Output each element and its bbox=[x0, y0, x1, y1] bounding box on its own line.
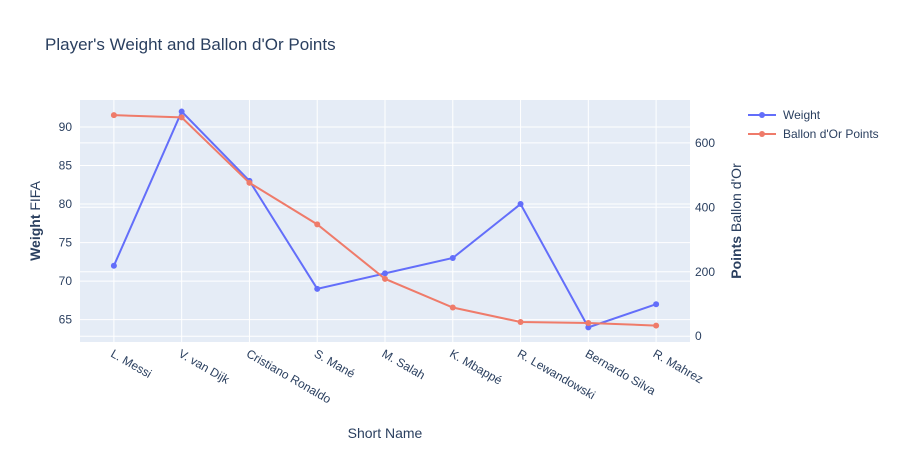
data-point[interactable] bbox=[653, 301, 660, 308]
x-tick-label: M. Salah bbox=[380, 346, 428, 382]
x-axis-title: Short Name bbox=[348, 425, 423, 441]
data-point[interactable] bbox=[653, 322, 660, 329]
legend-item[interactable]: Weight bbox=[748, 108, 821, 122]
y-left-axis-title-bold: Weight bbox=[27, 214, 43, 261]
legend-label: Weight bbox=[783, 108, 821, 122]
legend-marker bbox=[759, 131, 765, 137]
x-tick-label: K. Mbappé bbox=[447, 346, 505, 387]
y-right-tick-label: 0 bbox=[695, 329, 702, 343]
legend[interactable]: Weight Ballon d'Or Points bbox=[748, 108, 879, 141]
data-point[interactable] bbox=[314, 285, 321, 292]
data-point[interactable] bbox=[314, 221, 321, 228]
x-tick-label: V. van Dijk bbox=[176, 346, 233, 387]
data-point[interactable] bbox=[178, 108, 185, 115]
data-point[interactable] bbox=[110, 112, 117, 119]
y-left-tick-label: 85 bbox=[59, 159, 73, 173]
y-left-tick-label: 75 bbox=[59, 236, 73, 250]
chart-title: Player's Weight and Ballon d'Or Points bbox=[45, 35, 336, 54]
y-left-axis-title-rest: FIFA bbox=[27, 180, 43, 210]
data-point[interactable] bbox=[110, 262, 117, 269]
y-right-axis-title: Points Ballon d'Or bbox=[728, 163, 744, 279]
legend-marker bbox=[759, 112, 765, 118]
y-right-ticks: 0 200 400 600 bbox=[695, 136, 715, 343]
data-point[interactable] bbox=[517, 201, 524, 208]
data-point[interactable] bbox=[585, 319, 592, 326]
data-point[interactable] bbox=[382, 275, 388, 282]
y-left-tick-label: 70 bbox=[59, 274, 73, 288]
data-point[interactable] bbox=[246, 179, 253, 186]
series-group bbox=[110, 108, 660, 331]
legend-label: Ballon d'Or Points bbox=[783, 127, 879, 141]
y-left-tick-label: 90 bbox=[59, 120, 73, 134]
data-point[interactable] bbox=[178, 114, 185, 121]
x-tick-label: L. Messi bbox=[108, 346, 154, 380]
y-right-axis-title-bold: Points bbox=[728, 236, 744, 279]
data-point[interactable] bbox=[449, 254, 456, 261]
y-left-tick-label: 80 bbox=[59, 197, 73, 211]
y-right-tick-label: 200 bbox=[695, 265, 715, 279]
y-right-tick-label: 600 bbox=[695, 136, 715, 150]
y-left-axis-title: Weight FIFA bbox=[27, 180, 43, 261]
x-tick-label: R. Mahrez bbox=[651, 346, 706, 386]
data-point[interactable] bbox=[382, 270, 388, 277]
x-tick-label: S. Mané bbox=[312, 346, 358, 381]
data-point[interactable] bbox=[449, 304, 456, 311]
data-point[interactable] bbox=[517, 319, 524, 326]
y-right-axis-title-rest: Ballon d'Or bbox=[728, 163, 744, 232]
data-point[interactable] bbox=[585, 324, 592, 331]
y-left-ticks: 65 70 75 80 85 90 bbox=[59, 120, 73, 327]
y-right-tick-label: 400 bbox=[695, 200, 715, 214]
y-left-tick-label: 65 bbox=[59, 313, 73, 327]
legend-item[interactable]: Ballon d'Or Points bbox=[748, 127, 879, 141]
